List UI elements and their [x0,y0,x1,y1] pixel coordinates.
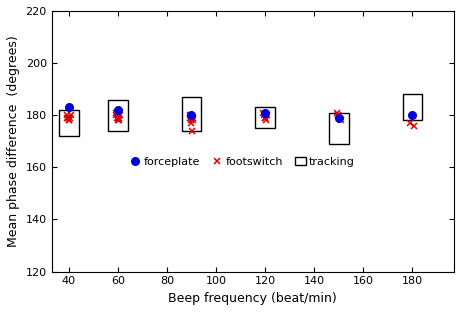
Bar [402,94,422,120]
Bar [329,113,349,144]
Bar [108,100,128,131]
X-axis label: Beep frequency (beat/min): Beep frequency (beat/min) [168,292,337,305]
Bar [182,97,201,131]
Y-axis label: Mean phase difference  (degrees): Mean phase difference (degrees) [7,36,20,247]
Bar [255,107,275,128]
Bar [59,110,79,136]
Legend: forceplate, footswitch, tracking: forceplate, footswitch, tracking [130,157,355,167]
